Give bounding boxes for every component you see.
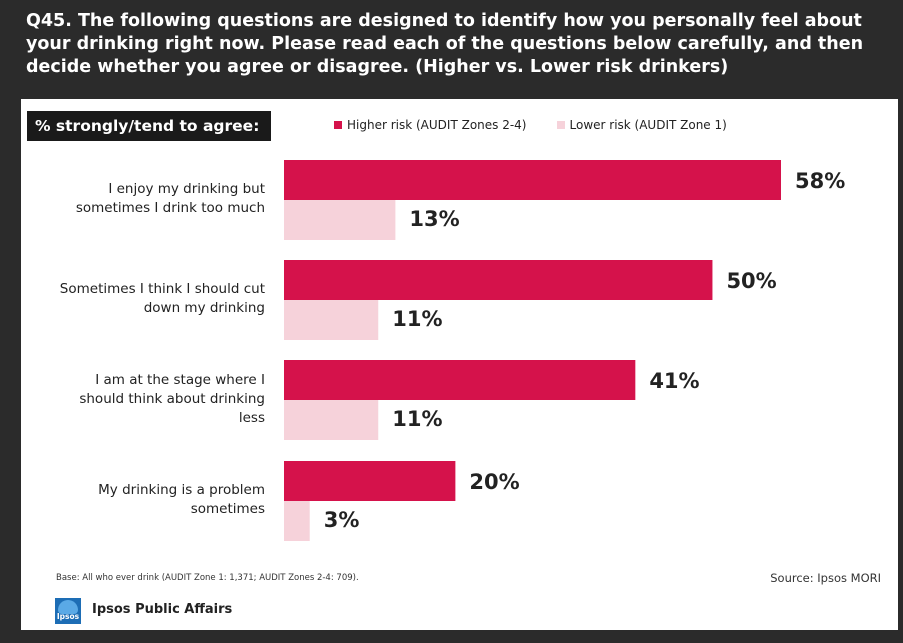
legend-label-higher: Higher risk (AUDIT Zones 2-4): [347, 118, 527, 132]
bar-lower-2: [284, 400, 379, 440]
category-label-line: sometimes: [190, 501, 265, 517]
category-label-line: down my drinking: [143, 300, 265, 316]
brand-name: Ipsos Public Affairs: [92, 602, 233, 617]
category-label-line: sometimes I drink too much: [75, 200, 265, 216]
base-note: Base: All who ever drink (AUDIT Zone 1: …: [56, 573, 359, 583]
category-label-3: My drinking is a problem sometimes: [15, 481, 265, 519]
header-line: your drinking right now. Please read eac…: [26, 34, 864, 54]
bar-lower-3: [284, 501, 310, 541]
value-label-higher-1: 50%: [726, 269, 776, 293]
legend-label-lower: Lower risk (AUDIT Zone 1): [569, 118, 727, 132]
bar-lower-1: [284, 300, 379, 340]
value-label-higher-0: 58%: [795, 169, 845, 193]
value-label-lower-3: 3%: [324, 508, 360, 532]
value-label-lower-0: 13%: [409, 207, 459, 231]
legend-swatch-lower: [556, 121, 565, 129]
bar-higher-0: [284, 160, 781, 200]
legend-item-higher: Higher risk (AUDIT Zones 2-4): [334, 118, 527, 132]
value-label-lower-2: 11%: [392, 407, 442, 431]
category-label-1: Sometimes I think I should cut down my dr…: [15, 280, 265, 318]
logo-drop-icon: [58, 600, 78, 614]
logo-text: Ipsos: [56, 612, 80, 621]
value-label-lower-1: 11%: [392, 307, 442, 331]
category-label-2: I am at the stage where I should think ab…: [15, 371, 265, 428]
category-label-line: I am at the stage where I: [95, 371, 265, 388]
source-note: Source: Ipsos MORI: [770, 571, 881, 585]
chart-legend: Higher risk (AUDIT Zones 2-4) Lower risk…: [334, 118, 757, 132]
category-label-line: I enjoy my drinking but: [108, 181, 265, 197]
question-header: Q45. The following questions are designe…: [26, 10, 886, 79]
category-label-line: Sometimes I think I should cut: [59, 281, 265, 297]
header-line: decide whether you agree or disagree. (H…: [26, 57, 729, 77]
measure-tag: % strongly/tend to agree:: [27, 111, 271, 141]
value-label-higher-2: 41%: [649, 369, 699, 393]
category-label-line: My drinking is a problem: [98, 482, 265, 498]
category-label-0: I enjoy my drinking but sometimes I drink…: [15, 180, 265, 218]
bar-lower-0: [284, 200, 396, 240]
legend-swatch-higher: [334, 121, 342, 129]
bar-higher-3: [284, 461, 456, 501]
header-line: Q45. The following questions are designe…: [26, 11, 862, 31]
bar-higher-2: [284, 360, 636, 400]
value-label-higher-3: 20%: [469, 470, 519, 494]
legend-item-lower: Lower risk (AUDIT Zone 1): [556, 118, 727, 132]
category-label-line: should think about drinking: [79, 390, 265, 407]
ipsos-logo: Ipsos: [55, 598, 81, 624]
bar-higher-1: [284, 260, 713, 300]
category-label-line: less: [238, 409, 265, 426]
